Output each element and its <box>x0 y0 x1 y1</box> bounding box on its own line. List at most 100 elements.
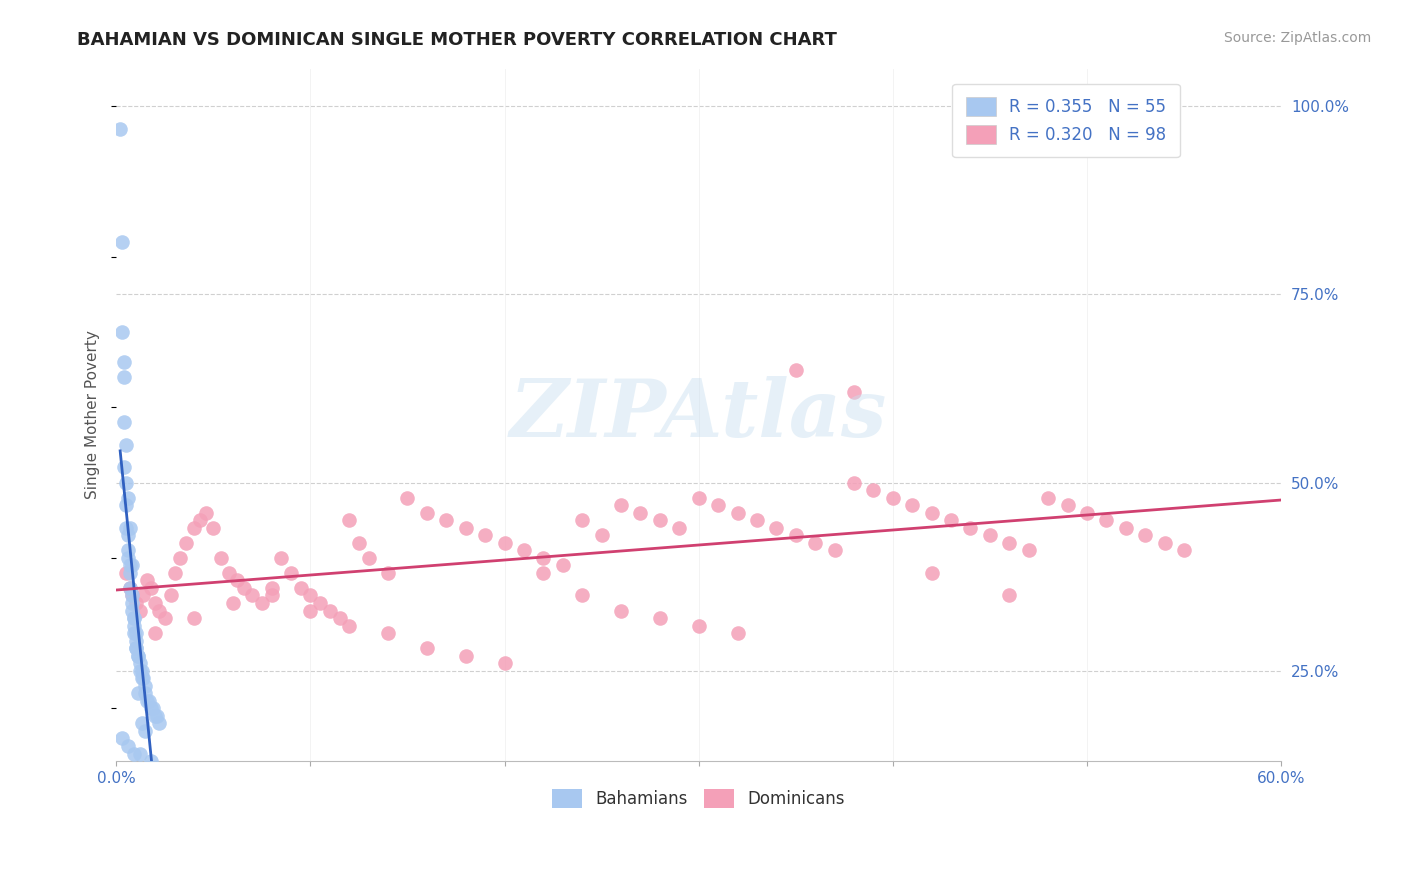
Point <box>125 641 148 656</box>
Point <box>377 626 399 640</box>
Point <box>169 550 191 565</box>
Point <box>141 581 163 595</box>
Point <box>117 543 139 558</box>
Point <box>998 589 1021 603</box>
Point <box>111 325 134 339</box>
Point <box>610 498 633 512</box>
Y-axis label: Single Mother Poverty: Single Mother Poverty <box>86 330 100 500</box>
Point <box>143 626 166 640</box>
Point <box>134 686 156 700</box>
Point <box>121 596 143 610</box>
Point <box>1018 543 1040 558</box>
Point <box>396 491 419 505</box>
Point <box>901 498 924 512</box>
Point <box>280 566 302 580</box>
Point <box>218 566 240 580</box>
Point <box>118 581 141 595</box>
Point <box>125 641 148 656</box>
Point <box>824 543 846 558</box>
Point <box>125 596 148 610</box>
Point <box>222 596 245 610</box>
Point <box>745 513 768 527</box>
Point <box>630 506 652 520</box>
Point <box>494 657 516 671</box>
Point <box>785 528 807 542</box>
Point <box>188 513 211 527</box>
Point <box>128 664 150 678</box>
Point <box>143 596 166 610</box>
Point <box>648 513 671 527</box>
Point <box>127 686 149 700</box>
Point <box>122 611 145 625</box>
Point <box>125 626 148 640</box>
Point <box>290 581 312 595</box>
Point <box>319 603 342 617</box>
Point <box>138 694 160 708</box>
Point <box>131 716 153 731</box>
Point <box>454 648 477 663</box>
Point <box>494 535 516 549</box>
Point <box>183 521 205 535</box>
Point <box>648 611 671 625</box>
Point <box>513 543 536 558</box>
Point <box>118 521 141 535</box>
Point <box>240 589 263 603</box>
Point <box>270 550 292 565</box>
Point <box>122 611 145 625</box>
Point <box>921 506 943 520</box>
Point <box>804 535 827 549</box>
Point <box>141 754 163 768</box>
Point <box>183 611 205 625</box>
Point <box>571 589 593 603</box>
Point <box>416 641 439 656</box>
Point <box>127 648 149 663</box>
Point <box>1135 528 1157 542</box>
Point <box>531 550 554 565</box>
Point <box>591 528 613 542</box>
Point <box>209 550 232 565</box>
Legend: Bahamians, Dominicans: Bahamians, Dominicans <box>546 782 852 815</box>
Point <box>115 521 138 535</box>
Point <box>688 618 710 632</box>
Point <box>299 589 322 603</box>
Point <box>115 498 138 512</box>
Point <box>707 498 730 512</box>
Point <box>979 528 1001 542</box>
Point <box>551 558 574 573</box>
Point <box>1115 521 1137 535</box>
Point <box>142 701 165 715</box>
Point <box>347 535 370 549</box>
Point <box>146 709 169 723</box>
Text: Source: ZipAtlas.com: Source: ZipAtlas.com <box>1223 31 1371 45</box>
Point <box>125 633 148 648</box>
Point <box>117 739 139 753</box>
Point <box>141 701 163 715</box>
Point <box>112 370 135 384</box>
Point <box>337 618 360 632</box>
Point <box>121 589 143 603</box>
Point <box>131 664 153 678</box>
Point <box>765 521 787 535</box>
Point <box>434 513 457 527</box>
Point <box>163 566 186 580</box>
Point <box>862 483 884 497</box>
Point <box>108 121 131 136</box>
Point <box>111 731 134 746</box>
Point <box>111 235 134 249</box>
Point <box>128 657 150 671</box>
Point <box>1076 506 1098 520</box>
Point <box>127 648 149 663</box>
Point <box>131 671 153 685</box>
Point <box>153 611 176 625</box>
Point <box>118 558 141 573</box>
Point <box>174 535 197 549</box>
Point <box>921 566 943 580</box>
Point <box>148 716 170 731</box>
Point <box>115 475 138 490</box>
Point <box>225 574 247 588</box>
Point <box>337 513 360 527</box>
Point <box>1036 491 1059 505</box>
Point <box>122 747 145 761</box>
Point <box>688 491 710 505</box>
Point <box>118 566 141 580</box>
